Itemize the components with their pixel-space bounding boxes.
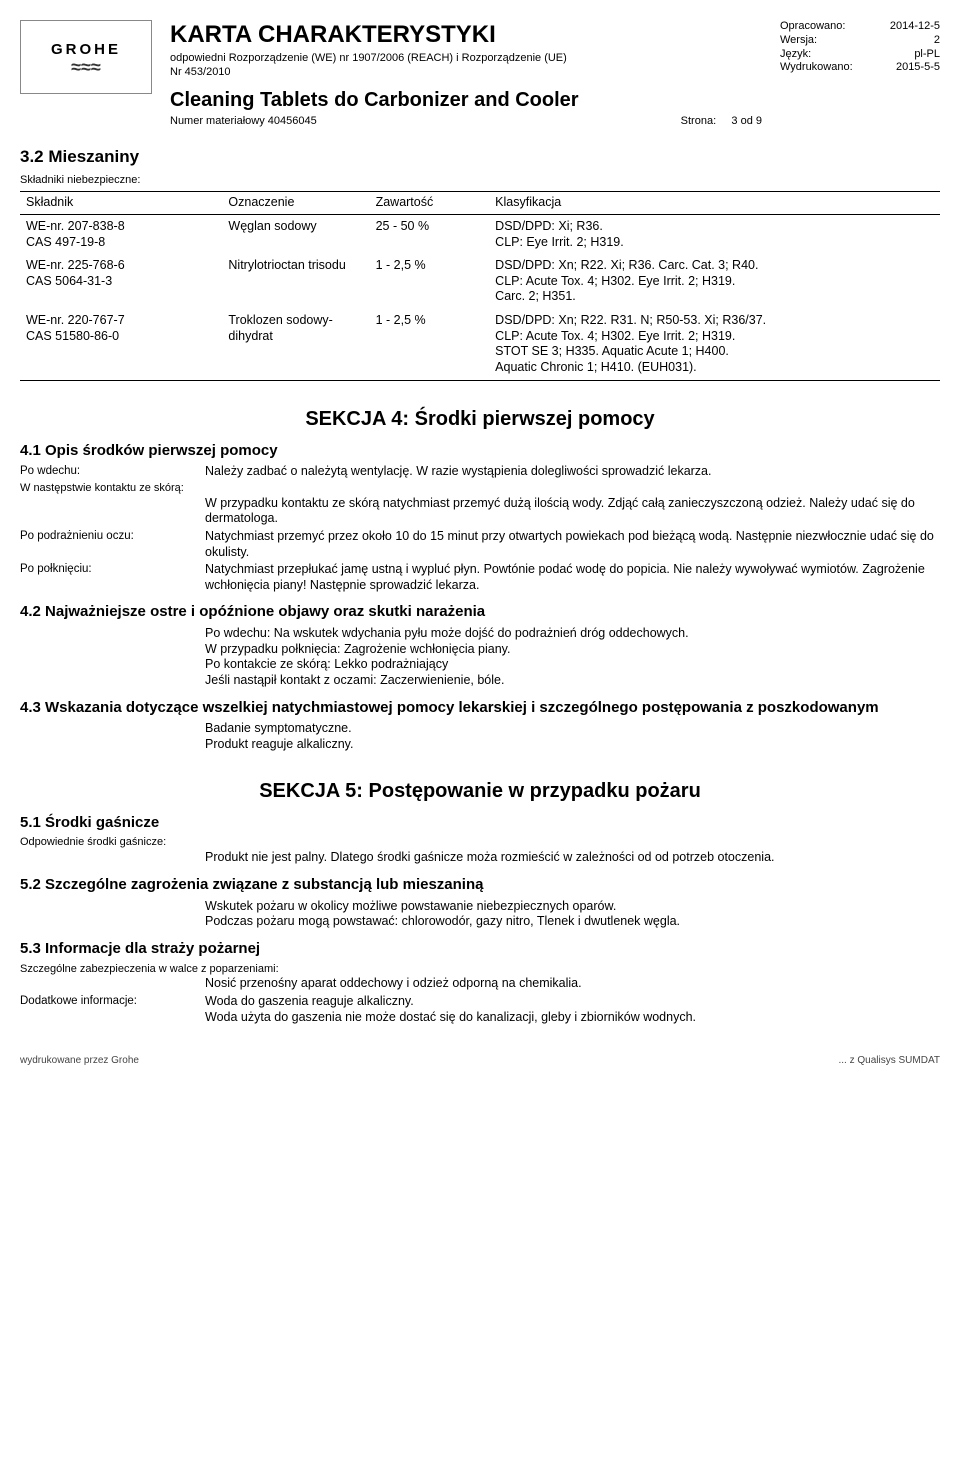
product-name: Cleaning Tablets do Carbonizer and Coole… <box>170 88 762 113</box>
regulation-line-2: Nr 453/2010 <box>170 66 762 80</box>
section-4-3-heading: 4.3 Wskazania dotyczące wszelkiej natych… <box>20 699 940 718</box>
skin-contact-text: W przypadku kontaktu ze skórą natychmias… <box>205 496 940 527</box>
col-ingredient: Składnik <box>20 192 222 215</box>
footer-left: wydrukowane przez Grohe <box>20 1055 139 1068</box>
fire-protection-label: Szczególne zabezpieczenia w walce z popa… <box>20 963 940 977</box>
section-5-1-heading: 5.1 Środki gaśnicze <box>20 814 940 833</box>
material-number: Numer materiałowy 40456045 <box>170 115 317 129</box>
table-cell: WE-nr. 220-767-7 CAS 51580-86-0 <box>20 309 222 380</box>
table-cell: WE-nr. 207-838-8 CAS 497-19-8 <box>20 214 222 254</box>
col-designation: Oznaczenie <box>222 192 369 215</box>
hazardous-ingredients-label: Składniki niebezpieczne: <box>20 174 940 188</box>
s4-2-line-c: Po kontakcie ze skórą: Lekko podrażniają… <box>205 657 940 673</box>
s4-2-line-a: Po wdechu: Na wskutek wdychania pyłu moż… <box>205 626 940 642</box>
additional-info-text: Woda do gaszenia reaguje alkaliczny. Wod… <box>205 994 940 1025</box>
logo-waves-icon: ≈≈≈ <box>71 62 101 73</box>
col-content: Zawartość <box>370 192 490 215</box>
s4-3-line-a: Badanie symptomatyczne. <box>205 721 940 737</box>
table-row: WE-nr. 220-767-7 CAS 51580-86-0Troklozen… <box>20 309 940 380</box>
regulation-line-1: odpowiedni Rozporządzenie (WE) nr 1907/2… <box>170 52 762 66</box>
section-3-2-heading: 3.2 Mieszaniny <box>20 146 940 167</box>
table-cell: Nitrylotrioctan trisodu <box>222 254 369 309</box>
inhalation-text: Należy zadbać o należytą wentylację. W r… <box>205 464 940 480</box>
extinguishing-media-text: Produkt nie jest palny. Dlatego środki g… <box>205 850 940 866</box>
table-cell: Węglan sodowy <box>222 214 369 254</box>
ingredients-table: Składnik Oznaczenie Zawartość Klasyfikac… <box>20 191 940 380</box>
table-cell: 25 - 50 % <box>370 214 490 254</box>
table-cell: 1 - 2,5 % <box>370 254 490 309</box>
table-cell: 1 - 2,5 % <box>370 309 490 380</box>
fire-protection-text: Nosić przenośny aparat oddechowy i odzie… <box>205 976 940 992</box>
s5-2-line-b: Podczas pożaru mogą powstawać: chlorowod… <box>205 914 940 930</box>
ingestion-text: Natychmiast przepłukać jamę ustną i wypl… <box>205 562 940 593</box>
section-5-3-heading: 5.3 Informacje dla straży pożarnej <box>20 940 940 959</box>
eye-contact-text: Natychmiast przemyć przez około 10 do 15… <box>205 529 940 560</box>
doc-metadata: Opracowano:2014-12-5 Wersja:2 Język:pl-P… <box>780 20 940 75</box>
section-4-1-heading: 4.1 Opis środków pierwszej pomocy <box>20 442 940 461</box>
brand-logo: GROHE ≈≈≈ <box>20 20 152 94</box>
table-cell: DSD/DPD: Xi; R36. CLP: Eye Irrit. 2; H31… <box>489 214 940 254</box>
page-number: Strona: 3 od 9 <box>681 115 762 129</box>
extinguishing-media-label: Odpowiednie środki gaśnicze: <box>20 836 940 850</box>
table-row: WE-nr. 207-838-8 CAS 497-19-8Węglan sodo… <box>20 214 940 254</box>
skin-contact-label: W następstwie kontaktu ze skórą: <box>20 482 940 496</box>
doc-title: KARTA CHARAKTERYSTYKI <box>170 20 762 50</box>
additional-info-label: Dodatkowe informacje: <box>20 994 195 1008</box>
table-cell: DSD/DPD: Xn; R22. R31. N; R50-53. Xi; R3… <box>489 309 940 380</box>
section-4-title: SEKCJA 4: Środki pierwszej pomocy <box>20 407 940 432</box>
table-cell: WE-nr. 225-768-6 CAS 5064-31-3 <box>20 254 222 309</box>
section-4-2-heading: 4.2 Najważniejsze ostre i opóźnione obja… <box>20 603 940 622</box>
table-cell: DSD/DPD: Xn; R22. Xi; R36. Carc. Cat. 3;… <box>489 254 940 309</box>
section-5-title: SEKCJA 5: Postępowanie w przypadku pożar… <box>20 779 940 804</box>
s4-2-line-d: Jeśli nastąpił kontakt z oczami: Zaczerw… <box>205 673 940 689</box>
s4-3-line-b: Produkt reaguje alkaliczny. <box>205 737 940 753</box>
ingestion-label: Po połknięciu: <box>20 562 195 576</box>
s5-2-line-a: Wskutek pożaru w okolicy możliwe powstaw… <box>205 899 940 915</box>
eye-contact-label: Po podrażnieniu oczu: <box>20 529 195 543</box>
table-cell: Troklozen sodowy-dihydrat <box>222 309 369 380</box>
footer-right: ... z Qualisys SUMDAT <box>839 1055 941 1068</box>
section-5-2-heading: 5.2 Szczególne zagrożenia związane z sub… <box>20 876 940 895</box>
s4-2-line-b: W przypadku połknięcia: Zagrożenie wchło… <box>205 642 940 658</box>
col-classification: Klasyfikacja <box>489 192 940 215</box>
inhalation-label: Po wdechu: <box>20 464 195 478</box>
table-row: WE-nr. 225-768-6 CAS 5064-31-3Nitrylotri… <box>20 254 940 309</box>
